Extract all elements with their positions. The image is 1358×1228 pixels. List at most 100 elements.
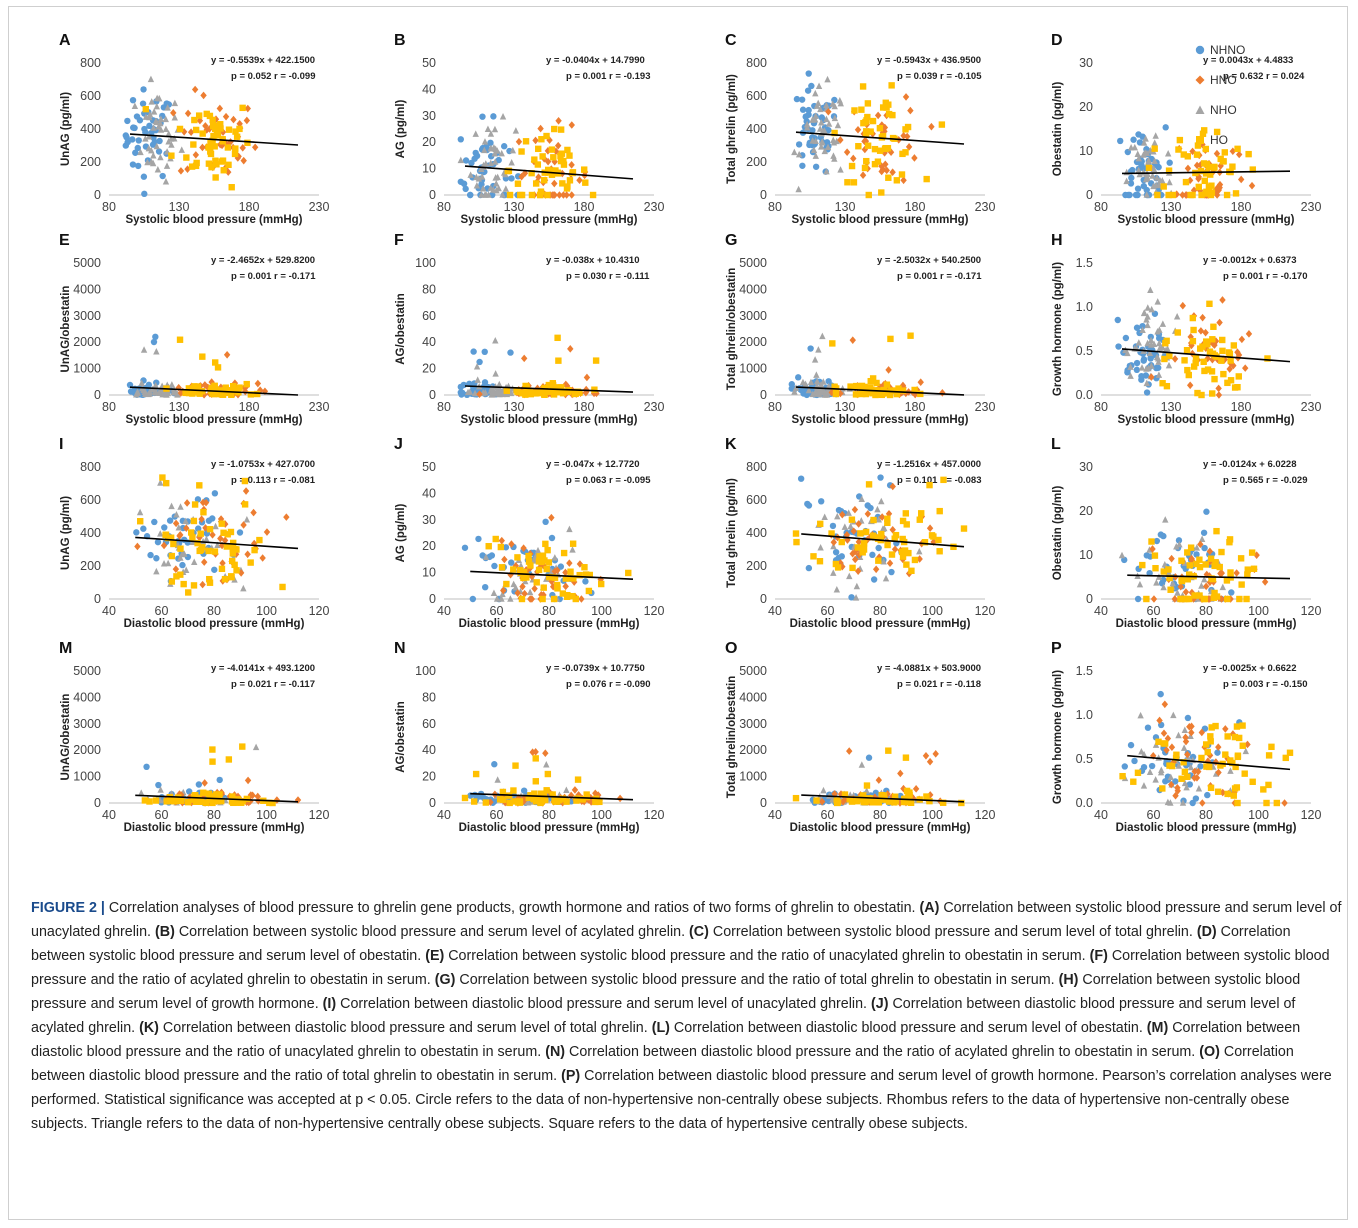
data-point [581, 166, 588, 173]
data-point [888, 387, 895, 394]
data-point [878, 189, 885, 196]
data-point [509, 146, 517, 154]
data-point [809, 127, 816, 134]
y-tick-label: 600 [746, 493, 767, 507]
data-point [567, 345, 574, 353]
x-tick-label: 60 [821, 808, 835, 822]
data-point [1174, 329, 1181, 336]
data-point [150, 152, 157, 159]
data-point [1154, 191, 1161, 199]
data-point [874, 158, 882, 165]
caption-panel-text: Correlation between systolic blood press… [444, 948, 1090, 964]
data-point [1183, 595, 1190, 603]
data-point [200, 91, 207, 100]
x-tick-label: 180 [574, 400, 595, 414]
data-point [1178, 576, 1185, 584]
data-point [1211, 589, 1218, 597]
data-point [206, 579, 214, 586]
data-point [1130, 136, 1137, 143]
data-point [1231, 384, 1239, 391]
data-point [563, 593, 571, 601]
y-tick-label: 10 [1079, 548, 1093, 562]
legend-marker-square [1196, 136, 1204, 144]
y-axis-title: UnAG (pg/ml) [60, 92, 72, 166]
data-point [540, 790, 548, 797]
data-point [885, 110, 893, 118]
data-point [574, 388, 582, 395]
data-point [1172, 791, 1179, 800]
data-point [153, 347, 160, 355]
data-point [134, 144, 141, 152]
data-point [838, 553, 846, 560]
data-point [1235, 734, 1243, 742]
y-tick-label: 600 [80, 89, 101, 103]
x-tick-label: 80 [542, 604, 556, 618]
data-point [887, 335, 894, 343]
data-point [805, 386, 813, 394]
data-point [470, 798, 478, 805]
data-point [922, 751, 930, 760]
data-point [185, 589, 192, 596]
data-point [1147, 333, 1154, 341]
data-point [569, 592, 576, 600]
data-point [1147, 286, 1154, 293]
data-point [219, 157, 227, 164]
data-point [1216, 318, 1223, 327]
data-point [1167, 586, 1174, 593]
data-point [214, 132, 222, 139]
data-point [1219, 336, 1226, 344]
data-point [833, 137, 840, 145]
data-point [817, 387, 824, 395]
regression-equation: y = -1.2516x + 457.0000 [877, 459, 981, 470]
data-point [1177, 595, 1184, 603]
data-point [243, 380, 250, 388]
y-tick-label: 0.5 [1076, 344, 1093, 358]
data-point [206, 525, 214, 533]
y-tick-label: 0 [94, 796, 101, 810]
regression-stats: p = 0.021 r = -0.117 [231, 679, 315, 690]
data-point [487, 139, 494, 147]
data-point [813, 371, 820, 378]
data-point [1161, 355, 1168, 363]
data-point [544, 166, 552, 174]
data-point [1172, 754, 1180, 762]
y-tick-label: 0 [760, 796, 767, 810]
figure-label: FIGURE 2 | [31, 900, 105, 916]
x-tick-label: 60 [490, 604, 504, 618]
data-point [1242, 747, 1249, 755]
data-point [902, 510, 910, 517]
data-point [569, 540, 577, 547]
data-point [207, 150, 215, 158]
data-point [1162, 124, 1169, 131]
data-point [831, 114, 839, 122]
data-point [1212, 722, 1219, 730]
x-tick-label: 120 [1301, 604, 1322, 618]
data-point [506, 799, 513, 807]
trendline [1121, 170, 1291, 175]
data-point [163, 798, 170, 805]
data-point [1168, 554, 1175, 563]
data-point [165, 130, 172, 137]
data-point [1132, 191, 1140, 199]
data-point [858, 495, 865, 503]
data-point [860, 792, 867, 799]
caption-panel-text: Correlation between diastolic blood pres… [580, 1068, 1103, 1084]
x-tick-label: 120 [644, 604, 665, 618]
data-point [218, 520, 225, 527]
data-point [1201, 544, 1208, 552]
x-axis-title: Diastolic blood pressure (mmHg) [790, 822, 971, 834]
data-point [205, 160, 213, 167]
data-point [551, 125, 558, 133]
x-tick-label: 230 [1301, 400, 1322, 414]
data-point [212, 157, 219, 164]
data-point [897, 769, 904, 778]
data-point [537, 188, 545, 195]
data-point [481, 583, 489, 591]
data-point [190, 141, 197, 148]
y-tick-label: 4000 [739, 690, 767, 704]
caption-panel-tag: (D) [1196, 924, 1217, 940]
data-point [172, 519, 180, 528]
data-point [1210, 594, 1217, 601]
data-point [219, 138, 226, 145]
data-point [461, 794, 469, 802]
